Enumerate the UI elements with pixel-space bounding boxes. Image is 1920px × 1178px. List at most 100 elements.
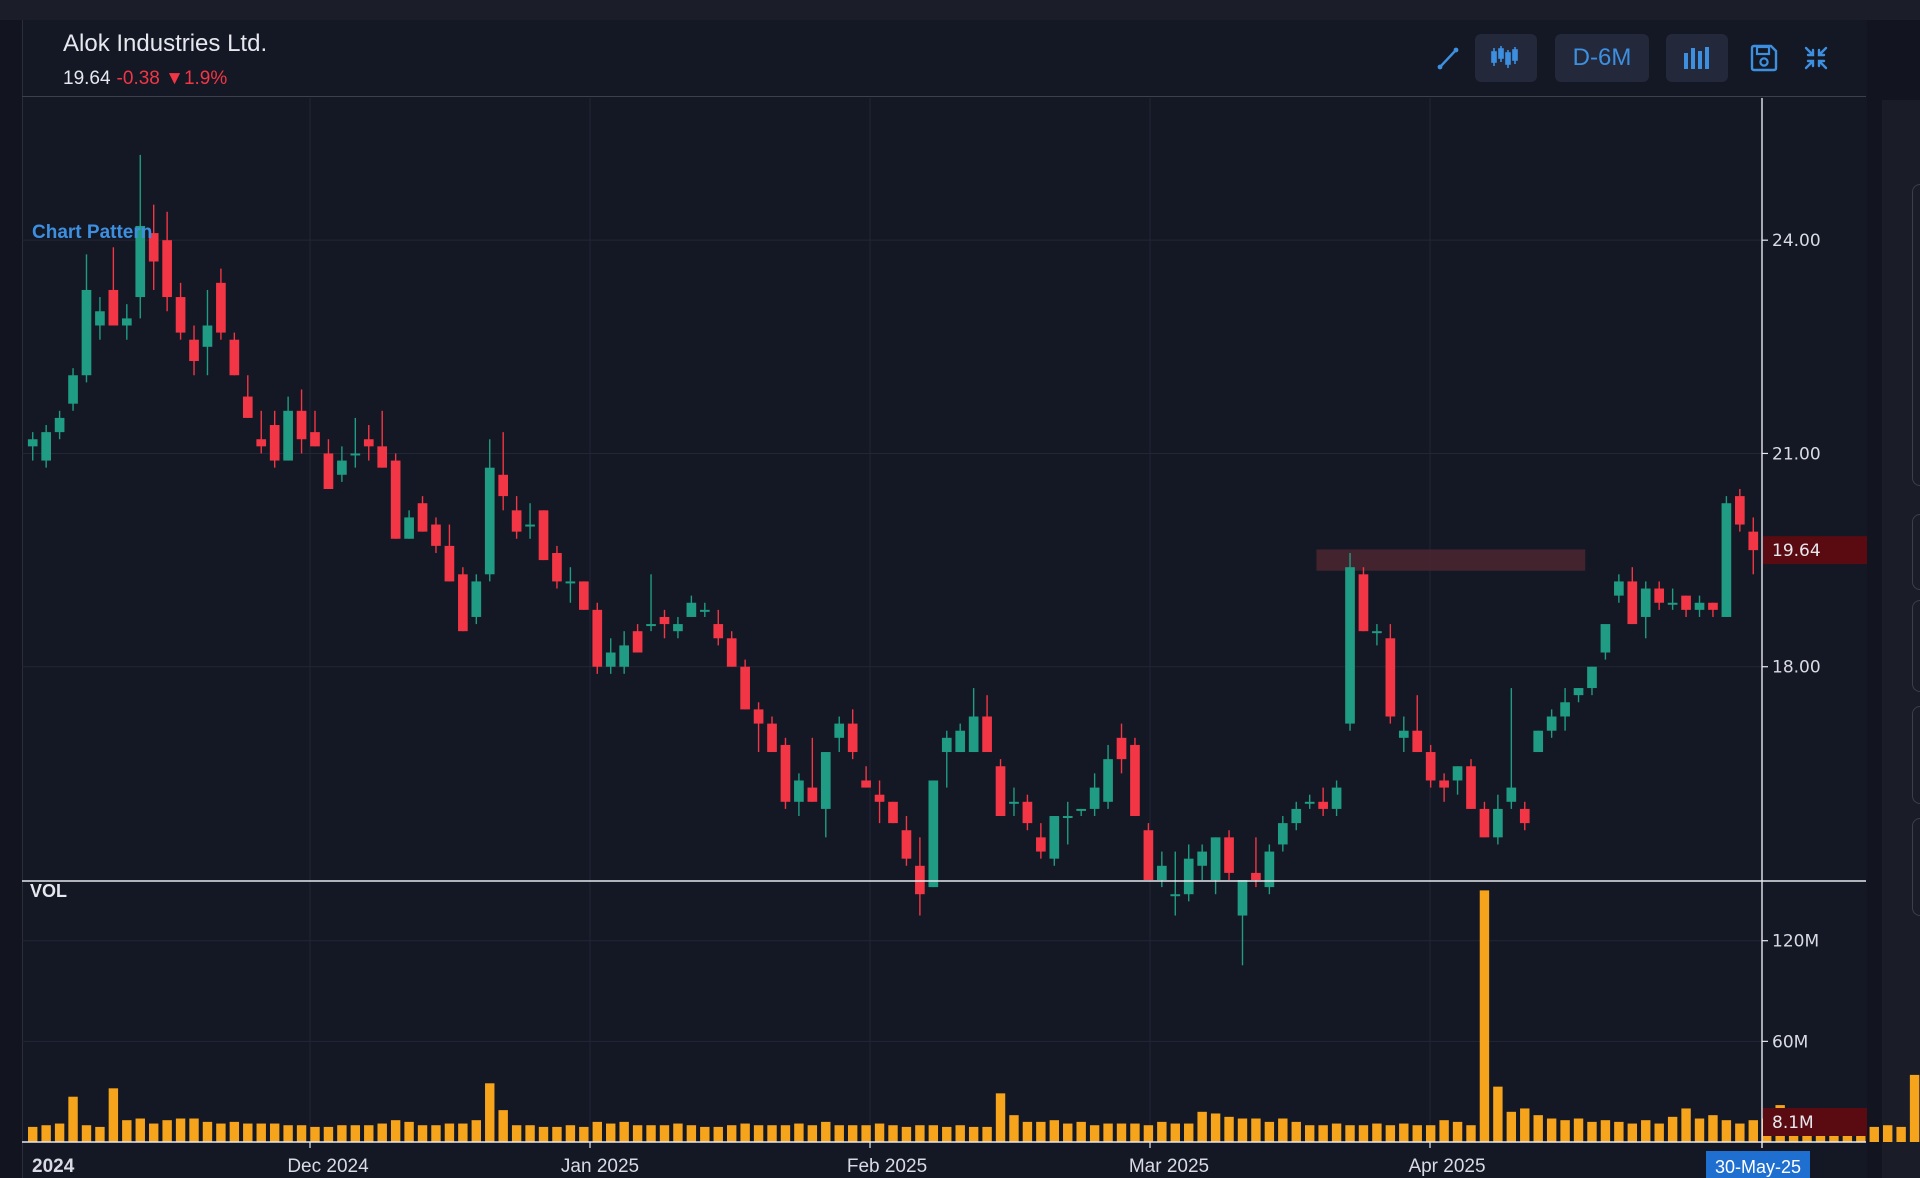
volume-bar [1237, 1118, 1248, 1142]
candle [1022, 794, 1033, 831]
candle-body [901, 830, 912, 859]
candle-body [1640, 588, 1651, 617]
candle-body [1130, 744, 1140, 817]
volume-bar [1157, 1121, 1167, 1142]
volume-bar [229, 1121, 240, 1142]
volume-bar [1439, 1120, 1449, 1142]
last-price: 19.64 [63, 68, 111, 89]
save-button[interactable] [1744, 34, 1784, 82]
chart-type-button[interactable] [1475, 34, 1537, 82]
candle-body [847, 723, 858, 753]
volume-bar [1560, 1120, 1570, 1142]
candle [565, 567, 576, 603]
volume-bar [1022, 1121, 1033, 1142]
volume-bar [269, 1123, 280, 1142]
collapse-button[interactable] [1798, 34, 1834, 82]
volume-bar [337, 1125, 347, 1142]
time-tick-label: Dec 2024 [287, 1156, 369, 1177]
candle [1694, 595, 1705, 617]
candle [1210, 837, 1221, 895]
candle [404, 510, 414, 539]
volume-bar [108, 1088, 119, 1142]
candle-body [1466, 766, 1476, 809]
candle [458, 567, 468, 632]
candle-body [1210, 837, 1221, 880]
candle-body [175, 297, 186, 333]
volume-bar [95, 1126, 105, 1142]
volume-bar [216, 1123, 226, 1142]
candle-body [1587, 666, 1597, 689]
candle-body [242, 396, 253, 418]
candle [1452, 766, 1463, 795]
volume-bar [404, 1121, 414, 1142]
volume-bar [1331, 1123, 1342, 1142]
bar-chart-icon [1684, 47, 1709, 69]
candle [1372, 624, 1382, 646]
candle [619, 631, 630, 674]
candle [310, 410, 320, 447]
timeframe-button[interactable]: D-6M [1555, 34, 1649, 82]
candle [1493, 794, 1503, 845]
candle-body [1439, 780, 1449, 788]
indicators-button[interactable] [1666, 34, 1728, 82]
volume-bar [498, 1110, 508, 1142]
candle [350, 417, 361, 468]
change-percent: ▼1.9% [165, 68, 228, 89]
candle [1156, 851, 1167, 888]
volume-bar [1600, 1120, 1611, 1142]
candle-body [753, 709, 764, 724]
chart-pattern-label: Chart Pattern [32, 222, 152, 243]
candle-body [1170, 894, 1181, 897]
candle-body [1304, 801, 1315, 804]
draw-tool-button[interactable] [1428, 34, 1468, 82]
candle [498, 432, 509, 511]
candle-body [1076, 808, 1087, 811]
candle [1519, 801, 1530, 831]
volume-bar [310, 1126, 320, 1142]
time-tick-label: Mar 2025 [1129, 1156, 1209, 1177]
candle [686, 595, 697, 617]
candle [1533, 730, 1544, 753]
candle-body [1358, 574, 1369, 632]
candle [1546, 709, 1557, 738]
volume-bar [122, 1120, 132, 1142]
candle-body [1143, 830, 1154, 880]
candle-body [915, 865, 925, 895]
candle-body [1748, 531, 1759, 551]
candle [431, 517, 441, 553]
candle [794, 773, 804, 817]
volume-bar [901, 1126, 912, 1142]
candle-body [95, 311, 105, 326]
volume-bar [767, 1125, 777, 1142]
volume-bar [1089, 1125, 1100, 1142]
volume-bar [41, 1125, 51, 1142]
volume-bar [283, 1125, 293, 1142]
volume-bar [1184, 1123, 1194, 1142]
candle-body [1479, 808, 1490, 838]
candle [377, 410, 388, 468]
candle-body [1708, 602, 1718, 610]
volume-bar [579, 1126, 589, 1142]
candle-body [27, 439, 38, 447]
candle [1277, 816, 1288, 852]
candle [673, 616, 683, 639]
candle [1089, 773, 1100, 817]
candle-body [404, 517, 414, 539]
volume-bar [1210, 1113, 1221, 1142]
candle-body [968, 716, 979, 753]
candle-body [1103, 759, 1113, 802]
candle-body [1009, 801, 1019, 804]
last-volume-tag-label: 8.1M [1772, 1113, 1814, 1133]
volume-bar [189, 1118, 199, 1142]
volume-bar [821, 1121, 831, 1142]
candle [390, 453, 401, 539]
volume-bar [350, 1125, 361, 1142]
candle [941, 730, 952, 788]
volume-bar [1493, 1086, 1503, 1142]
candle [1640, 581, 1651, 639]
candle [1627, 567, 1638, 625]
candle-body [1345, 567, 1355, 724]
candlestick-icon [1491, 46, 1518, 68]
draw-line-icon [1437, 47, 1459, 70]
